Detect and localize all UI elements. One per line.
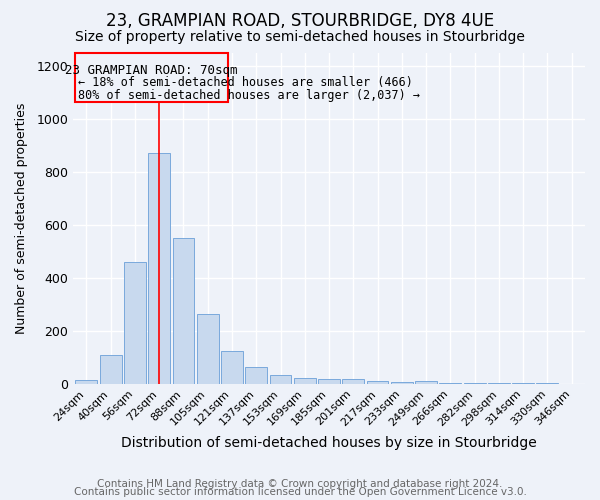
Text: Contains HM Land Registry data © Crown copyright and database right 2024.: Contains HM Land Registry data © Crown c… (97, 479, 503, 489)
Bar (318, 380, 340, 384)
Bar (391, 382, 413, 384)
Bar (464, 382, 485, 384)
Bar (343, 380, 364, 384)
Bar (197, 314, 218, 384)
Bar (221, 350, 243, 384)
Bar (367, 381, 388, 384)
Bar (100, 354, 122, 384)
Bar (148, 153, 170, 384)
Bar (173, 238, 194, 384)
Text: 80% of semi-detached houses are larger (2,037) →: 80% of semi-detached houses are larger (… (77, 89, 419, 102)
Text: ← 18% of semi-detached houses are smaller (466): ← 18% of semi-detached houses are smalle… (77, 76, 413, 90)
Bar (269, 374, 292, 384)
FancyBboxPatch shape (75, 52, 227, 102)
Text: 23 GRAMPIAN ROAD: 70sqm: 23 GRAMPIAN ROAD: 70sqm (65, 64, 238, 76)
Bar (439, 382, 461, 384)
Text: 23, GRAMPIAN ROAD, STOURBRIDGE, DY8 4UE: 23, GRAMPIAN ROAD, STOURBRIDGE, DY8 4UE (106, 12, 494, 30)
Bar (488, 383, 510, 384)
Text: Contains public sector information licensed under the Open Government Licence v3: Contains public sector information licen… (74, 487, 526, 497)
Bar (76, 380, 97, 384)
Bar (415, 381, 437, 384)
Y-axis label: Number of semi-detached properties: Number of semi-detached properties (15, 102, 28, 334)
Bar (245, 368, 267, 384)
Text: Size of property relative to semi-detached houses in Stourbridge: Size of property relative to semi-detach… (75, 30, 525, 44)
Bar (124, 262, 146, 384)
X-axis label: Distribution of semi-detached houses by size in Stourbridge: Distribution of semi-detached houses by … (121, 436, 537, 450)
Bar (294, 378, 316, 384)
